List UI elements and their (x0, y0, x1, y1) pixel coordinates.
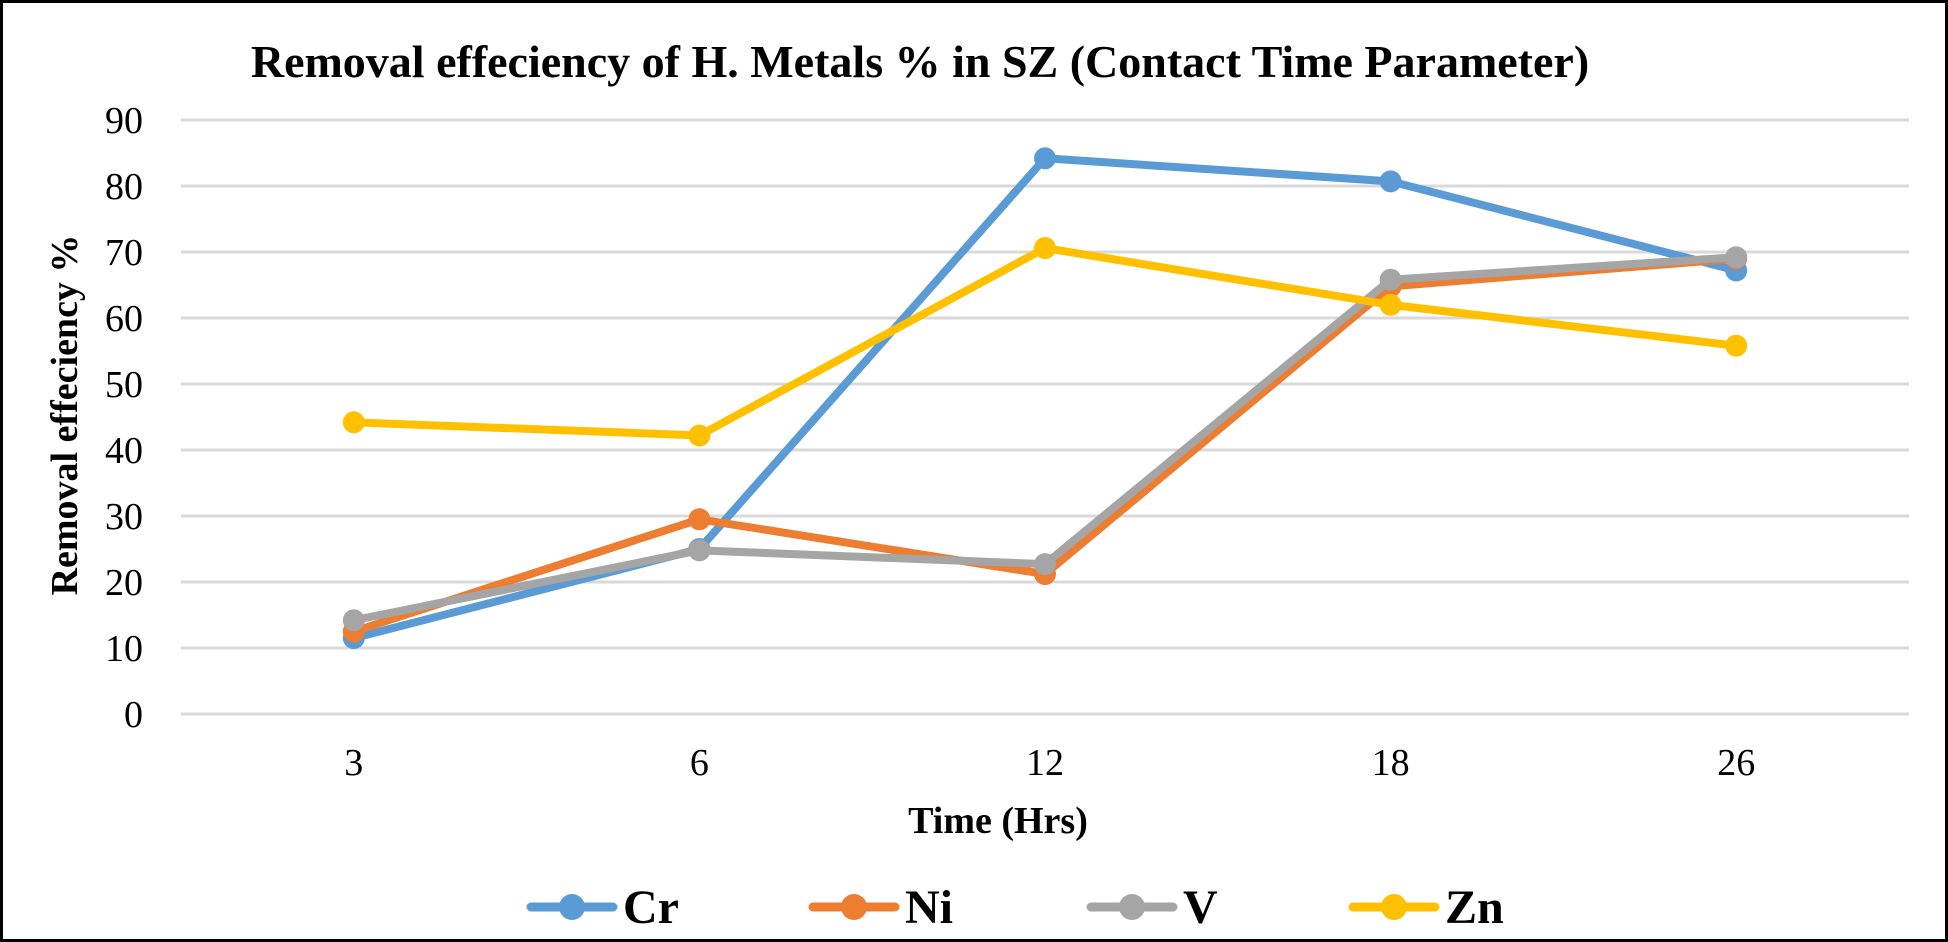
data-point-zn (1379, 293, 1402, 316)
data-point-v (1034, 553, 1056, 576)
x-tick-label: 12 (1026, 742, 1064, 784)
legend-marker-v (1119, 894, 1145, 920)
data-point-zn (1725, 334, 1748, 357)
legend-label-zn: Zn (1445, 881, 1504, 934)
y-tick-label: 70 (105, 232, 143, 274)
y-tick-label: 20 (105, 562, 143, 604)
y-axis-ticks: 0 10 20 30 40 50 60 70 80 90 (105, 100, 143, 736)
data-point-zn (688, 424, 711, 447)
y-tick-label: 90 (105, 100, 143, 142)
y-tick-label: 30 (105, 496, 143, 538)
data-point-cr (1379, 170, 1402, 193)
y-tick-label: 40 (105, 430, 143, 472)
line-chart: Removal effeciency of H. Metals % in SZ … (44, 36, 1909, 934)
legend-item-v: V (1086, 881, 1218, 934)
x-tick-label: 18 (1372, 742, 1410, 784)
gridlines (181, 118, 1909, 716)
x-axis-ticks: 3 6 12 18 26 (344, 742, 1755, 784)
legend-label-ni: Ni (905, 881, 953, 934)
legend-marker-ni (841, 894, 867, 920)
x-tick-label: 6 (690, 742, 709, 784)
x-axis-label: Time (Hrs) (908, 800, 1088, 842)
y-axis-label: Removal effeciency % (44, 235, 86, 596)
data-point-zn (342, 411, 365, 434)
legend-marker-zn (1381, 894, 1407, 920)
data-point-zn (1034, 237, 1056, 260)
data-point-v (688, 539, 711, 562)
x-tick-label: 3 (344, 742, 363, 784)
chart-title: Removal effeciency of H. Metals % in SZ … (251, 36, 1589, 87)
y-tick-label: 10 (105, 628, 143, 670)
legend-item-ni: Ni (808, 881, 953, 934)
legend-label-v: V (1183, 881, 1218, 934)
y-tick-label: 50 (105, 364, 143, 406)
y-tick-label: 80 (105, 166, 143, 208)
data-point-cr (1034, 147, 1056, 170)
data-point-v (1379, 268, 1402, 291)
y-tick-label: 60 (105, 298, 143, 340)
plot-area (342, 147, 1748, 650)
legend-label-cr: Cr (623, 881, 679, 934)
legend-marker-cr (559, 894, 585, 920)
legend-item-cr: Cr (526, 881, 679, 934)
legend: Cr Ni V Zn (526, 881, 1504, 934)
data-point-v (1725, 246, 1748, 269)
y-tick-label: 0 (124, 694, 143, 736)
legend-item-zn: Zn (1348, 881, 1504, 934)
x-tick-label: 26 (1717, 742, 1755, 784)
series-zn (342, 237, 1748, 447)
series-v (342, 246, 1748, 632)
data-point-ni (688, 508, 711, 531)
data-point-v (342, 609, 365, 632)
